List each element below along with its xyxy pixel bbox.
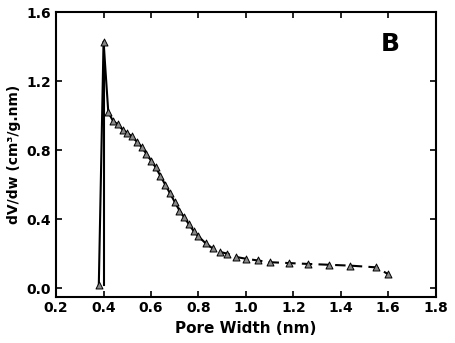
Point xyxy=(119,127,126,132)
Point xyxy=(162,182,169,187)
Point xyxy=(133,139,141,144)
X-axis label: Pore Width (nm): Pore Width (nm) xyxy=(175,321,317,336)
Point xyxy=(195,234,202,239)
Y-axis label: dV/dw (cm³/g.nm): dV/dw (cm³/g.nm) xyxy=(7,85,21,224)
Point xyxy=(128,134,136,139)
Point xyxy=(147,158,155,163)
Point xyxy=(347,263,354,268)
Point xyxy=(223,251,231,256)
Point xyxy=(209,246,216,251)
Point xyxy=(167,191,174,196)
Point xyxy=(233,254,240,260)
Point xyxy=(266,259,273,265)
Point xyxy=(181,215,188,220)
Point xyxy=(95,282,102,287)
Point xyxy=(304,261,311,267)
Point xyxy=(124,130,131,136)
Text: B: B xyxy=(381,32,399,56)
Point xyxy=(190,228,197,234)
Point xyxy=(109,118,116,124)
Point xyxy=(114,122,121,127)
Point xyxy=(157,173,164,179)
Point xyxy=(176,208,183,213)
Point xyxy=(325,262,333,268)
Point xyxy=(384,272,392,277)
Point xyxy=(105,110,112,115)
Point xyxy=(373,264,380,270)
Point xyxy=(185,222,192,227)
Point xyxy=(285,260,292,266)
Point xyxy=(142,151,150,156)
Point xyxy=(152,165,159,170)
Point xyxy=(202,240,209,246)
Point xyxy=(138,144,145,150)
Point xyxy=(254,258,261,263)
Point xyxy=(242,256,249,261)
Point xyxy=(171,199,178,205)
Point xyxy=(216,249,223,255)
Point xyxy=(100,39,107,45)
